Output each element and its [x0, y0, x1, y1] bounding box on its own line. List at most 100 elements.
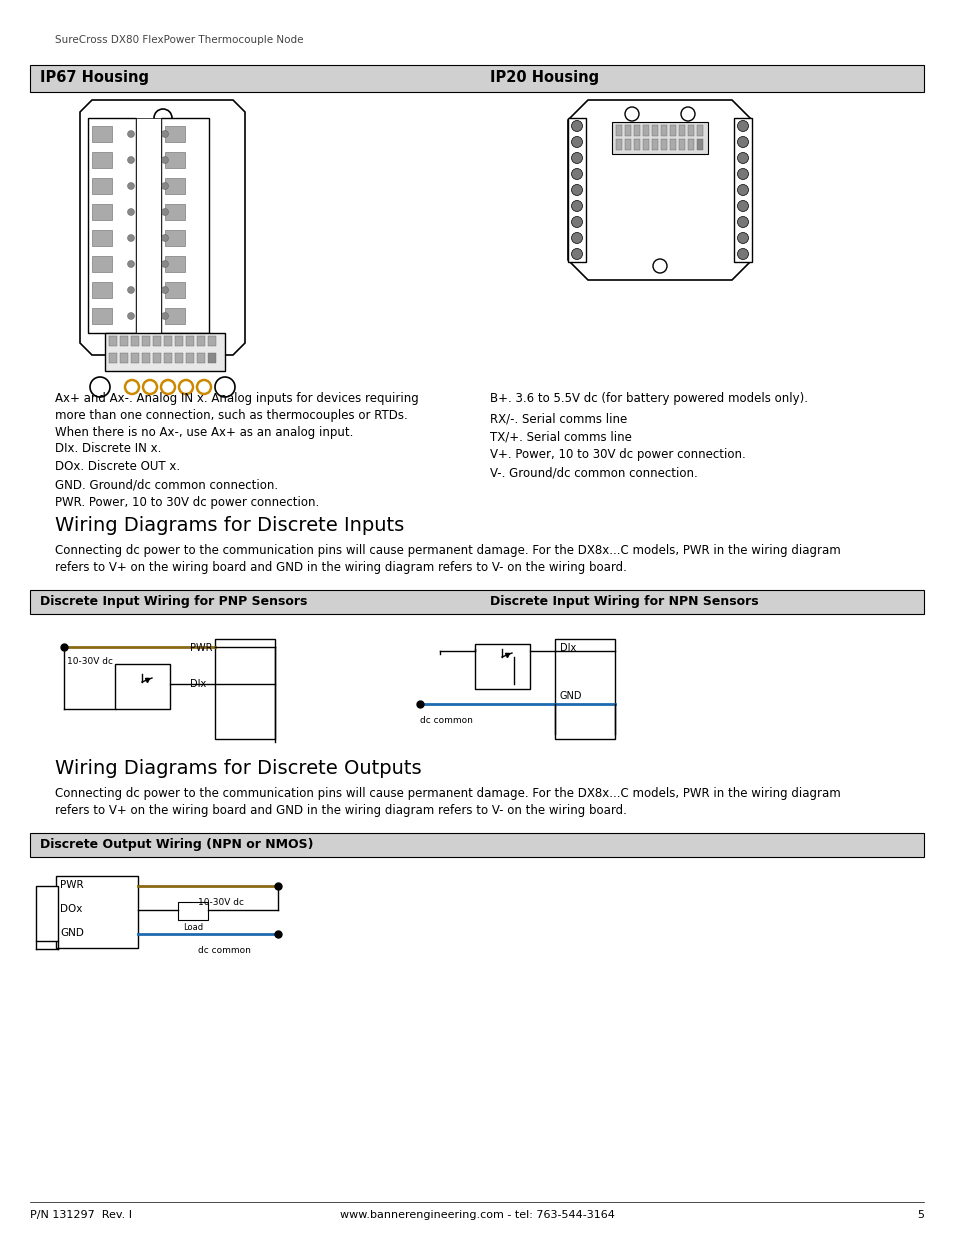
Bar	[30, 832, 923, 857]
Text: dc common: dc common	[198, 946, 251, 955]
Bar	[91, 308, 112, 324]
Bar	[687, 140, 693, 149]
Bar	[567, 119, 585, 262]
Circle shape	[737, 216, 748, 227]
Text: B+. 3.6 to 5.5V dc (for battery powered models only).: B+. 3.6 to 5.5V dc (for battery powered …	[490, 391, 807, 405]
Bar	[642, 125, 648, 136]
Text: PWR: PWR	[190, 643, 213, 653]
Bar	[669, 140, 676, 149]
Bar	[616, 140, 621, 149]
Text: TX/+. Serial comms line: TX/+. Serial comms line	[490, 430, 631, 443]
Circle shape	[128, 261, 134, 268]
Text: Wiring Diagrams for Discrete Inputs: Wiring Diagrams for Discrete Inputs	[55, 516, 404, 535]
Bar	[131, 353, 139, 363]
Circle shape	[161, 235, 169, 242]
Text: Wiring Diagrams for Discrete Outputs: Wiring Diagrams for Discrete Outputs	[55, 760, 421, 778]
Bar	[165, 204, 185, 220]
Bar	[91, 152, 112, 168]
Text: V-. Ground/dc common connection.: V-. Ground/dc common connection.	[490, 466, 697, 479]
Bar	[165, 178, 185, 194]
Bar	[56, 876, 138, 948]
Bar	[697, 125, 702, 136]
Bar	[174, 353, 183, 363]
Circle shape	[737, 184, 748, 195]
Bar	[651, 140, 658, 149]
Bar	[136, 119, 161, 333]
Text: DIx: DIx	[559, 643, 576, 653]
Bar	[634, 125, 639, 136]
Circle shape	[571, 121, 582, 131]
Bar	[88, 119, 136, 333]
Text: dc common: dc common	[419, 716, 473, 725]
Circle shape	[737, 152, 748, 163]
Bar	[208, 353, 215, 363]
Bar	[152, 353, 161, 363]
Bar	[165, 282, 185, 298]
Circle shape	[128, 183, 134, 189]
Text: GND. Ground/dc common connection.: GND. Ground/dc common connection.	[55, 478, 278, 492]
Bar	[105, 333, 225, 370]
Bar	[120, 336, 128, 346]
Circle shape	[571, 184, 582, 195]
Bar	[624, 125, 630, 136]
Text: Connecting dc power to the communication pins will cause permanent damage. For t: Connecting dc power to the communication…	[55, 543, 840, 574]
Bar	[165, 256, 185, 272]
Bar	[161, 119, 209, 333]
Circle shape	[571, 216, 582, 227]
Circle shape	[161, 261, 169, 268]
Bar	[214, 638, 274, 739]
Circle shape	[161, 183, 169, 189]
Bar	[612, 122, 707, 154]
Polygon shape	[80, 100, 245, 354]
Circle shape	[737, 232, 748, 243]
Bar	[616, 125, 621, 136]
Bar	[164, 353, 172, 363]
Bar	[669, 125, 676, 136]
Text: RX/-. Serial comms line: RX/-. Serial comms line	[490, 412, 626, 425]
Bar	[679, 140, 684, 149]
Bar	[733, 119, 751, 262]
Circle shape	[571, 200, 582, 211]
Text: P/N 131297  Rev. I: P/N 131297 Rev. I	[30, 1210, 132, 1220]
Bar	[36, 885, 58, 941]
Text: Ax+ and Ax-. Analog IN x. Analog inputs for devices requiring
more than one conn: Ax+ and Ax-. Analog IN x. Analog inputs …	[55, 391, 418, 438]
Text: 5: 5	[916, 1210, 923, 1220]
Text: Discrete Output Wiring (NPN or NMOS): Discrete Output Wiring (NPN or NMOS)	[40, 839, 314, 851]
Bar	[165, 126, 185, 142]
Bar	[697, 140, 702, 149]
Bar	[152, 336, 161, 346]
Bar	[91, 178, 112, 194]
Bar	[555, 638, 615, 739]
Text: Connecting dc power to the communication pins will cause permanent damage. For t: Connecting dc power to the communication…	[55, 787, 840, 818]
Bar	[208, 336, 215, 346]
Bar	[186, 353, 193, 363]
Text: IP67 Housing: IP67 Housing	[40, 70, 149, 85]
Bar	[165, 230, 185, 246]
Circle shape	[571, 152, 582, 163]
Bar	[131, 336, 139, 346]
Circle shape	[161, 312, 169, 320]
Text: GND: GND	[559, 692, 582, 701]
Bar	[687, 125, 693, 136]
Bar	[109, 353, 117, 363]
Circle shape	[737, 121, 748, 131]
Circle shape	[128, 312, 134, 320]
Bar	[174, 336, 183, 346]
Text: V+. Power, 10 to 30V dc power connection.: V+. Power, 10 to 30V dc power connection…	[490, 448, 745, 461]
Bar	[91, 256, 112, 272]
Circle shape	[571, 137, 582, 147]
Circle shape	[128, 287, 134, 294]
Circle shape	[161, 287, 169, 294]
Text: DOx: DOx	[60, 904, 82, 914]
Bar	[120, 353, 128, 363]
Bar	[196, 336, 205, 346]
Bar	[30, 65, 923, 91]
Text: Load: Load	[183, 923, 203, 932]
Circle shape	[128, 209, 134, 215]
Bar	[679, 125, 684, 136]
Text: DOx. Discrete OUT x.: DOx. Discrete OUT x.	[55, 459, 180, 473]
Text: www.bannerengineering.com - tel: 763-544-3164: www.bannerengineering.com - tel: 763-544…	[339, 1210, 614, 1220]
Polygon shape	[567, 100, 751, 280]
Circle shape	[128, 157, 134, 163]
Bar	[91, 230, 112, 246]
